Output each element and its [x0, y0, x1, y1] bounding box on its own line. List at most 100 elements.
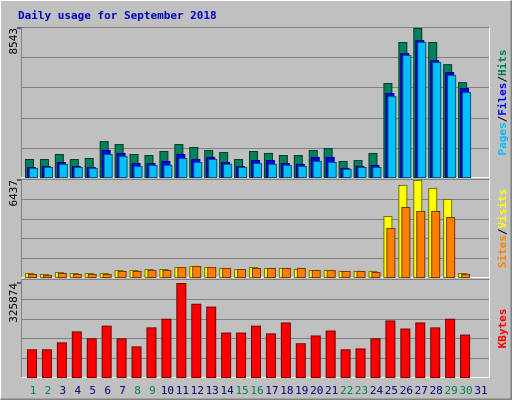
bar: [131, 346, 142, 379]
bar: [431, 210, 441, 279]
bar: [311, 269, 321, 279]
bar: [253, 163, 262, 179]
bar: [161, 318, 172, 379]
bar: [58, 163, 68, 178]
x-tick-label: 11: [176, 384, 189, 397]
bar: [87, 273, 97, 279]
bar: [118, 156, 128, 179]
x-tick-label: 30: [459, 384, 472, 397]
bar: [163, 164, 173, 179]
legend-entry: Pages: [496, 122, 509, 155]
x-tick-label: 16: [250, 384, 263, 397]
x-tick-label: 17: [265, 384, 278, 397]
legend-entry: KBytes: [496, 309, 509, 349]
bar: [327, 162, 337, 178]
x-tick-label: 13: [206, 384, 219, 397]
legend-entry: Files: [496, 83, 509, 116]
x-tick-label: 29: [445, 384, 458, 397]
bar: [372, 167, 382, 179]
panel-edge-dark: [21, 279, 490, 378]
x-tick-label: 21: [325, 384, 338, 397]
bar: [43, 167, 53, 179]
bar: [132, 270, 142, 279]
bar: [192, 265, 202, 279]
bar: [325, 330, 336, 379]
legend-entry: Visits: [496, 189, 509, 229]
bar: [312, 160, 322, 179]
x-tick-label: 15: [235, 384, 248, 397]
x-tick-label: 3: [60, 384, 67, 397]
bar: [400, 328, 411, 378]
bar: [296, 267, 306, 279]
bar: [267, 163, 277, 178]
bar: [208, 159, 218, 178]
bar: [265, 333, 276, 379]
bar: [116, 338, 127, 378]
bar: [103, 153, 113, 179]
x-tick-label: 31: [474, 384, 487, 397]
bar: [178, 157, 188, 179]
bar: [430, 327, 441, 379]
legend-entry: Hits: [496, 50, 509, 77]
bar: [177, 267, 187, 279]
x-tick-label: 7: [119, 384, 126, 397]
x-tick-label: 9: [149, 384, 156, 397]
bar: [56, 342, 67, 379]
bar: [71, 331, 82, 378]
bar: [297, 166, 307, 178]
bar: [27, 349, 37, 379]
bar: [282, 164, 292, 179]
bar: [356, 270, 366, 279]
legend: KBytes: [496, 309, 509, 349]
bar: [460, 334, 471, 378]
bar: [191, 303, 202, 378]
legend: Sites/Visits: [496, 189, 509, 269]
bar: [221, 332, 232, 378]
bar: [447, 74, 457, 178]
bar: [57, 273, 67, 279]
panel-edge-dark: [21, 27, 490, 178]
y-tick-label: 8543: [7, 28, 20, 55]
bar: [222, 267, 232, 279]
bar: [461, 273, 471, 279]
bar: [236, 332, 247, 378]
x-tick-label: 4: [74, 384, 81, 397]
bar: [310, 335, 321, 378]
bar: [72, 273, 82, 279]
x-tick-label: 26: [400, 384, 413, 397]
bar: [266, 267, 276, 279]
y-tick-label: 325874: [7, 283, 20, 323]
legend-separator: /: [496, 76, 509, 83]
x-tick-label: 8: [134, 384, 141, 397]
bar: [326, 269, 336, 279]
bar: [162, 269, 172, 279]
bar: [147, 269, 157, 279]
panel: [21, 179, 490, 278]
bar: [101, 325, 112, 378]
legend-entry: Sites: [496, 235, 509, 268]
bar: [223, 163, 233, 178]
bar: [206, 306, 217, 379]
bar: [88, 167, 98, 179]
bar: [340, 349, 351, 379]
bar: [401, 206, 411, 279]
bar: [387, 96, 397, 178]
x-tick-label: 6: [104, 384, 111, 397]
bar: [445, 318, 456, 379]
bar: [251, 325, 261, 378]
x-tick-label: 22: [340, 384, 353, 397]
x-tick-label: 23: [355, 384, 368, 397]
bar: [446, 217, 456, 278]
bar: [462, 92, 472, 178]
x-tick-label: 24: [370, 384, 384, 397]
legend-separator: /: [496, 228, 509, 235]
bar: [416, 210, 426, 279]
panel-edge-dark: [21, 179, 490, 278]
bar: [28, 273, 37, 279]
x-tick-label: 2: [45, 384, 52, 397]
x-tick-label: 12: [191, 384, 204, 397]
bar: [355, 348, 366, 379]
bar: [370, 338, 381, 378]
bar: [86, 338, 97, 378]
